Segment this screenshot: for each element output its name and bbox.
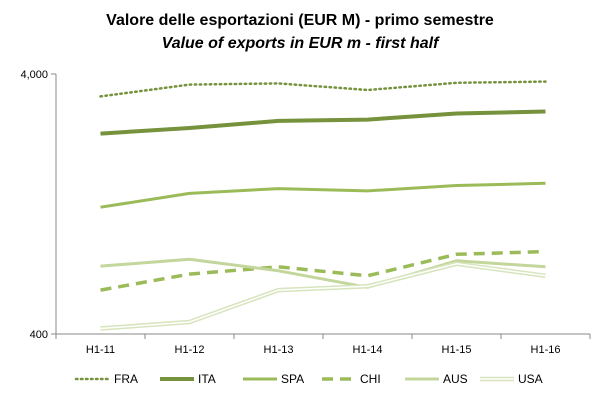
series-ita xyxy=(100,109,546,136)
x-tick-label: H1-12 xyxy=(175,344,205,356)
series-line-chi xyxy=(100,249,546,292)
series-layer xyxy=(99,80,547,331)
x-tick-label: H1-13 xyxy=(264,344,294,356)
series-usa xyxy=(100,261,546,331)
legend-label-chi: CHI xyxy=(360,372,381,386)
y-ticks: 4,000 400 xyxy=(20,69,56,341)
legend-item-spa: SPA xyxy=(243,372,304,386)
x-ticks: H1-11 H1-12 H1-13 H1-14 H1-15 H1-16 xyxy=(55,334,591,356)
legend-item-chi: CHI xyxy=(322,372,381,386)
y-tick-label: 400 xyxy=(30,329,48,341)
legend-label-spa: SPA xyxy=(281,372,304,386)
series-line-spa xyxy=(100,181,546,209)
series-spa xyxy=(100,181,546,209)
x-tick-label: H1-15 xyxy=(442,344,472,356)
legend-label-ita: ITA xyxy=(198,372,216,386)
series-line-usa xyxy=(100,261,546,331)
series-chi xyxy=(100,249,546,292)
chart-subtitle: Value of exports in EUR m - first half xyxy=(162,35,440,52)
legend-item-ita: ITA xyxy=(160,372,216,386)
legend-item-aus: AUS xyxy=(405,372,468,386)
y-tick-label: 4,000 xyxy=(20,69,48,81)
legend-label-aus: AUS xyxy=(443,372,468,386)
legend: FRA ITA SPA CHI AUS USA xyxy=(74,372,543,386)
legend-label-fra: FRA xyxy=(114,372,138,386)
series-fra xyxy=(99,80,547,98)
series-line-fra xyxy=(99,80,547,98)
x-tick-label: H1-16 xyxy=(531,344,561,356)
legend-item-fra: FRA xyxy=(74,372,138,386)
x-tick-label: H1-14 xyxy=(353,344,383,356)
legend-label-usa: USA xyxy=(518,372,543,386)
series-line-ita xyxy=(100,109,546,136)
series-aus xyxy=(100,257,546,289)
series-line-aus xyxy=(100,257,546,289)
chart-title: Valore delle esportazioni (EUR M) - prim… xyxy=(106,12,494,29)
series-line-usa-inner xyxy=(100,263,546,330)
legend-item-usa: USA xyxy=(480,372,543,386)
x-tick-label: H1-11 xyxy=(86,344,115,356)
